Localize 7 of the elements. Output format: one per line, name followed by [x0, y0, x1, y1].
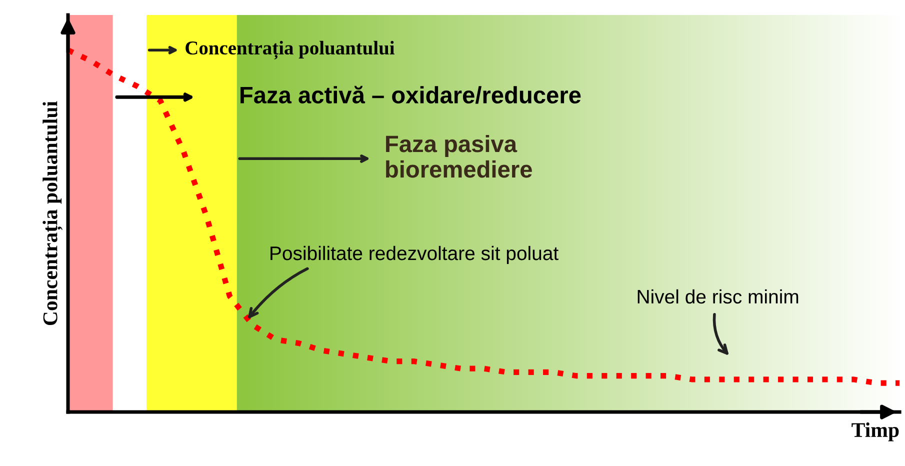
annotation: Faza pasiva bioremediere	[386, 134, 532, 178]
annotation: Faza activă – oxidare/reducere	[240, 86, 581, 104]
annotation: Posibilitate redezvoltare sit poluat	[270, 246, 558, 264]
y-axis-title: Concentrația poluantului	[42, 101, 62, 326]
x-axis-title: Timp	[852, 422, 899, 442]
annotation: Concentrația poluantului	[186, 40, 395, 60]
annotation: Nivel de risc minim	[638, 289, 798, 304]
